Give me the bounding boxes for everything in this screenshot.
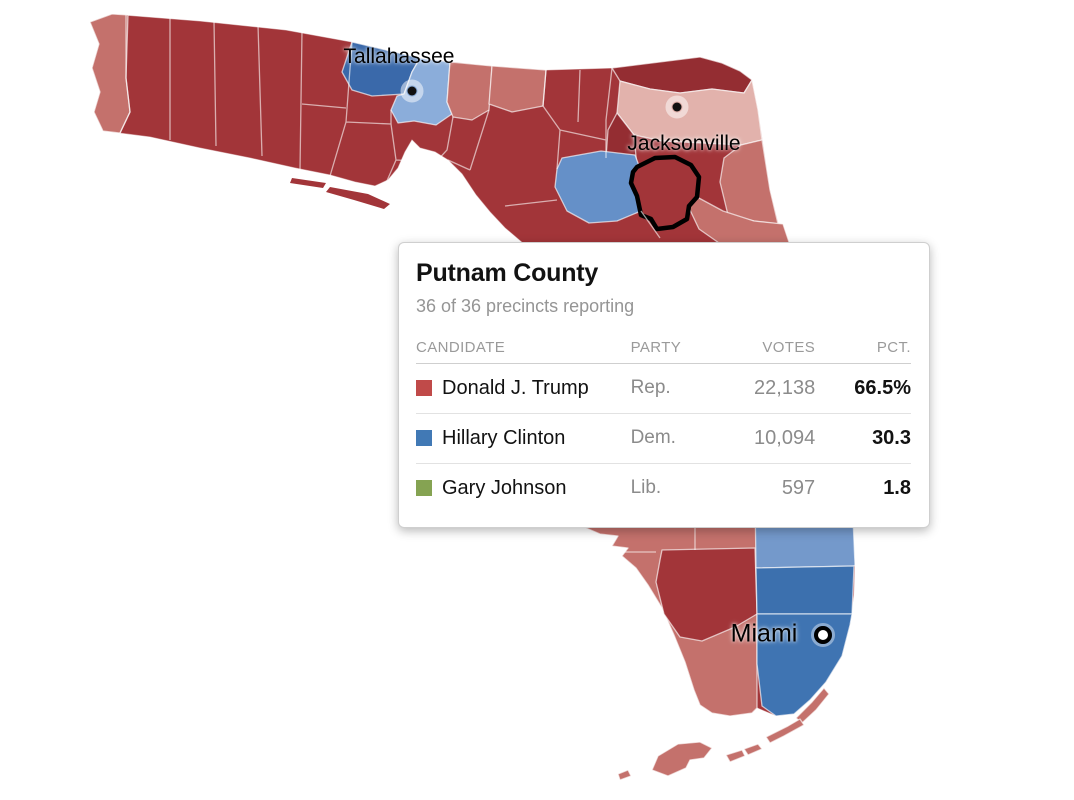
candidate-party: Rep. (630, 377, 671, 398)
county-alachua[interactable] (554, 150, 642, 224)
candidate-name: Gary Johnson (442, 476, 567, 499)
barrier-island[interactable] (326, 187, 390, 209)
candidate-party: Dem. (630, 427, 676, 448)
tallahassee-halo (400, 79, 424, 103)
county-border-lines (119, 15, 696, 553)
city-markers (400, 79, 835, 647)
county-results-tooltip: Putnam County 36 of 36 precincts reporti… (398, 242, 930, 528)
county-duval[interactable] (616, 79, 763, 146)
libertarian-swatch (416, 480, 432, 496)
header-candidate: CANDIDATE (416, 339, 506, 356)
barrier-island[interactable] (290, 178, 326, 188)
miami-ring (814, 626, 832, 644)
jacksonville-dot (672, 102, 682, 112)
header-pct: PCT. (876, 339, 911, 356)
candidate-party: Lib. (630, 477, 662, 498)
candidate-pct: 1.8 (883, 476, 911, 499)
county-putnam-selected[interactable] (628, 154, 702, 232)
header-party: PARTY (630, 339, 682, 356)
candidate-votes: 10,094 (754, 426, 816, 449)
candidate-name: Donald J. Trump (442, 376, 589, 399)
candidate-votes: 22,138 (754, 376, 816, 399)
result-row-trump: Donald J. Trump Rep. 22,138 66.5% (416, 364, 911, 413)
miami-ring-halo (811, 623, 835, 647)
democrat-swatch (416, 430, 432, 446)
city-label-miami: Miami (730, 619, 798, 648)
county-jefferson[interactable] (446, 61, 493, 121)
county-monroe-keys[interactable] (743, 743, 763, 756)
candidate-votes: 597 (781, 476, 816, 499)
result-row-clinton: Hillary Clinton Dem. 10,094 30.3 (416, 412, 911, 463)
header-votes: VOTES (762, 339, 816, 356)
tooltip-title: Putnam County (416, 259, 599, 287)
result-row-johnson: Gary Johnson Lib. 597 1.8 (416, 462, 911, 513)
city-label-tallahassee: Tallahassee (343, 45, 455, 68)
jacksonville-halo (665, 95, 689, 119)
results-table: CANDIDATE PARTY VOTES PCT. Donald J. Tru… (416, 333, 911, 513)
county-broward[interactable] (755, 565, 855, 615)
candidate-pct: 66.5% (854, 376, 911, 399)
candidate-name: Hillary Clinton (442, 426, 566, 449)
county-madison[interactable] (488, 65, 547, 113)
county-monroe-keys[interactable] (725, 749, 746, 763)
county-monroe-keys[interactable] (651, 741, 713, 777)
city-label-jacksonville: Jacksonville (627, 132, 741, 155)
county-monroe-keys[interactable] (765, 718, 805, 744)
tallahassee-dot (407, 86, 417, 96)
candidate-pct: 30.3 (872, 426, 911, 449)
republican-swatch (416, 380, 432, 396)
precincts-reporting: 36 of 36 precincts reporting (416, 295, 635, 316)
county-escambia[interactable] (89, 13, 131, 134)
results-table-header: CANDIDATE PARTY VOTES PCT. (416, 333, 911, 364)
county-monroe-keys[interactable] (617, 769, 632, 781)
